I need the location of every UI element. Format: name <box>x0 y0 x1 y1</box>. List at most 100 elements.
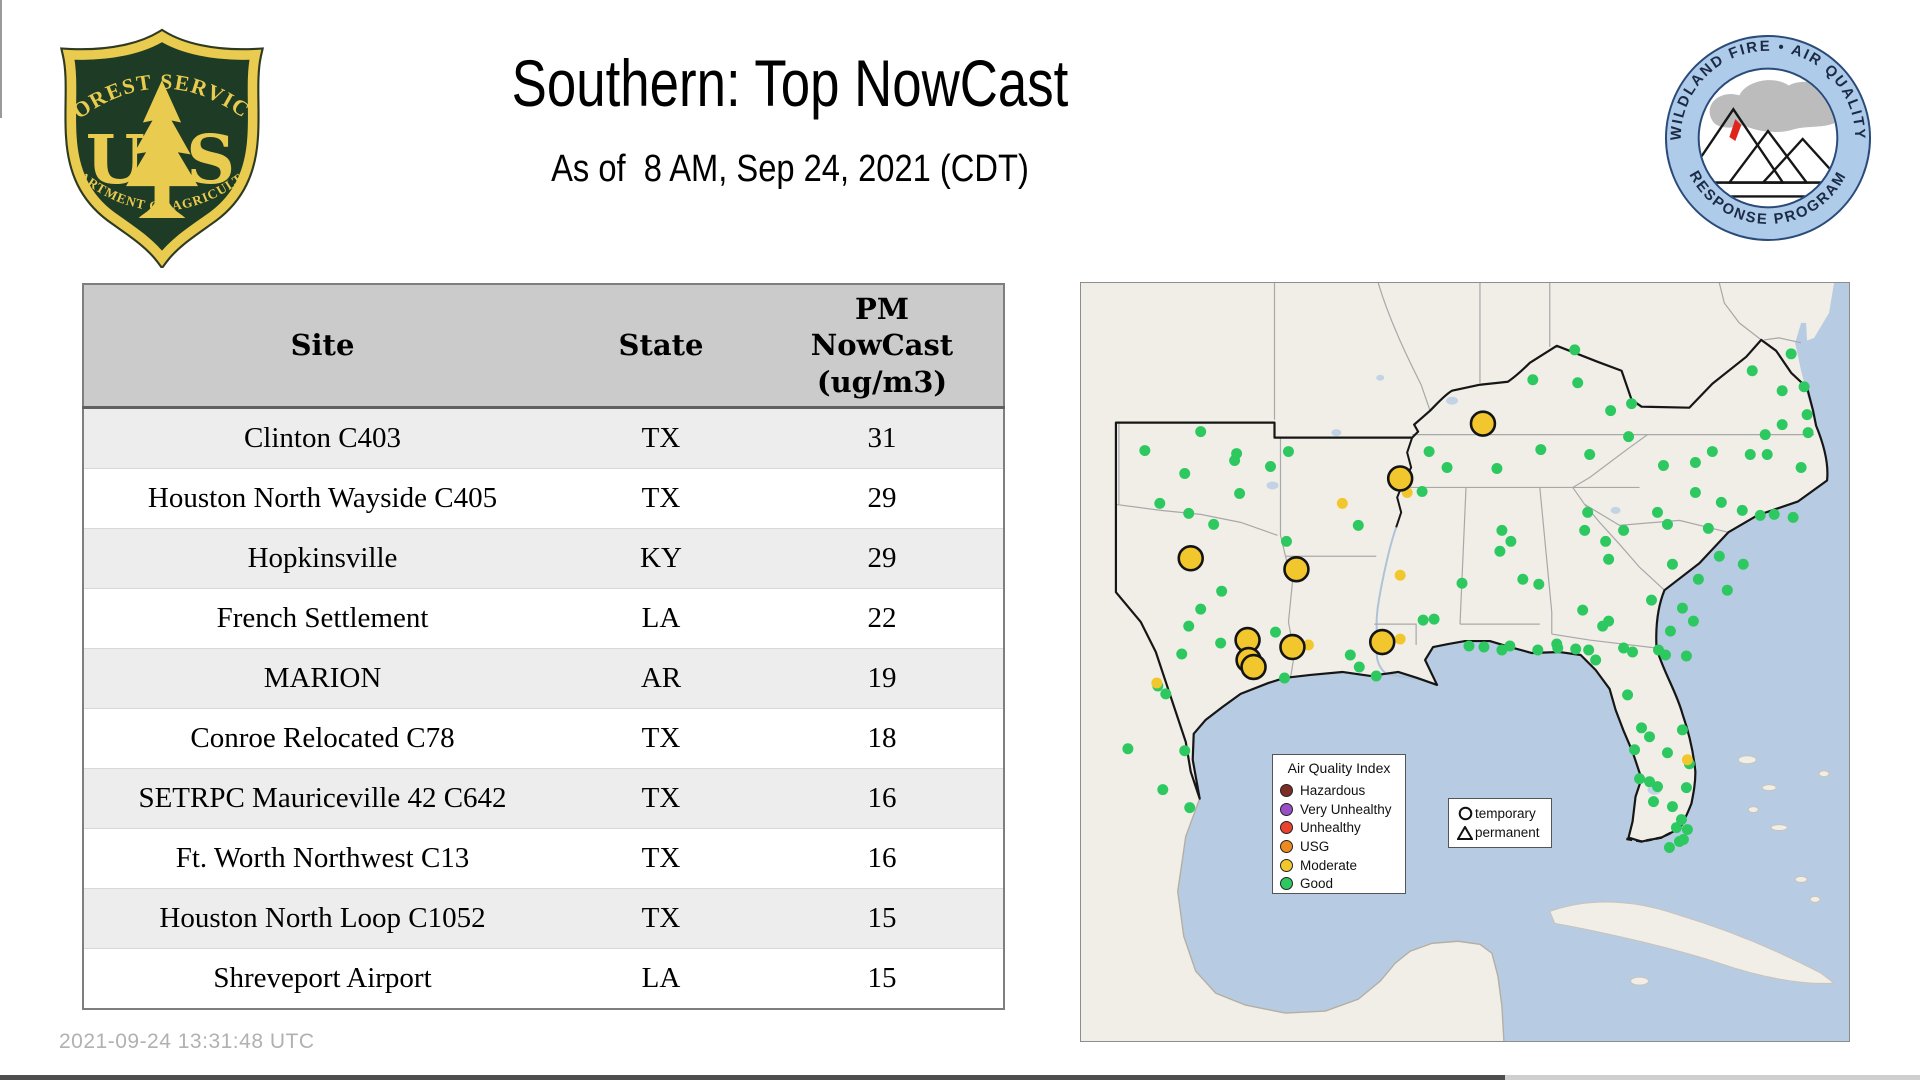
monitor-dot-good <box>1582 506 1594 518</box>
monitor-dot-moderate-temporary <box>1177 545 1204 572</box>
state-cell: KY <box>561 528 761 589</box>
monitor-dot-moderate-temporary <box>1386 465 1414 492</box>
monitor-dot-good <box>1504 640 1516 652</box>
site-cell: Ft. Worth Northwest C13 <box>83 828 561 889</box>
state-cell: TX <box>561 407 761 469</box>
monitor-dot-good <box>1661 747 1673 759</box>
site-cell: Shreveport Airport <box>83 948 561 1009</box>
monitor-dot-good <box>1801 409 1813 421</box>
state-cell: TX <box>561 888 761 949</box>
monitor-dot-good <box>1623 431 1635 443</box>
moderate-permanent-monitors-layer <box>1151 486 1693 766</box>
table-row: SETRPC Mauriceville 42 C642 TX 16 <box>83 768 1004 829</box>
site-cell: Conroe Relocated C78 <box>83 708 561 769</box>
pm-nowcast-column-header: PM NowCast (ug/m3) <box>761 284 1004 409</box>
table-row: Clinton C403 TX 31 <box>83 407 1004 469</box>
monitor-dot-good <box>1646 594 1657 606</box>
monitor-dot-good <box>1122 743 1134 755</box>
monitor-dot-good <box>1176 648 1188 660</box>
monitor-dot-good <box>1179 468 1191 479</box>
aqi-legend-label: Very Unhealthy <box>1300 801 1392 817</box>
monitor-dot-good <box>1160 688 1172 700</box>
aqi-legend-item: Hazardous <box>1280 781 1398 800</box>
pm-value-cell: 18 <box>761 708 1004 769</box>
aqi-color-dot-icon <box>1280 802 1293 816</box>
table-row: MARION AR 19 <box>83 648 1004 709</box>
marker-type-legend: temporary permanent <box>1448 798 1552 848</box>
aqi-legend-item: Very Unhealthy <box>1280 800 1398 819</box>
monitor-dot-good <box>1681 824 1693 836</box>
monitor-dot-good <box>1785 348 1797 360</box>
aqi-legend-label: USG <box>1300 838 1330 854</box>
monitor-dot-moderate-temporary <box>1279 633 1306 661</box>
top-nowcast-table: Site State PM NowCast (ug/m3) Clinton C4… <box>82 283 1005 1010</box>
monitor-dot-good <box>1208 518 1220 530</box>
monitor-dot-good <box>1664 625 1676 637</box>
monitor-dot-good <box>1478 641 1490 653</box>
pm-value-cell: 19 <box>761 648 1004 709</box>
monitor-dot-good <box>1626 398 1638 410</box>
monitor-dot-good <box>1680 650 1692 662</box>
pm-value-cell: 22 <box>761 588 1004 649</box>
horizontal-scrollbar[interactable] <box>0 1075 1920 1080</box>
monitor-dot-good <box>1670 822 1682 834</box>
monitor-dot-moderate-permanent <box>1681 754 1693 766</box>
monitor-dot-good <box>1713 550 1725 562</box>
monitor-dot-good <box>1663 842 1675 853</box>
monitor-dot-moderate-permanent <box>1394 569 1406 581</box>
aqi-legend-label: Hazardous <box>1300 782 1366 798</box>
monitor-dot-good <box>1577 604 1589 616</box>
monitor-dot-good <box>1552 642 1564 654</box>
pm-value-cell: 29 <box>761 528 1004 589</box>
monitor-dot-good <box>1754 509 1766 521</box>
monitor-dot-good <box>1344 649 1356 661</box>
monitor-dot-good <box>1689 457 1701 469</box>
aqi-color-dot-icon <box>1280 858 1293 872</box>
table-row: Ft. Worth Northwest C13 TX 16 <box>83 828 1004 889</box>
window-edge-artifact <box>0 0 2 118</box>
monitor-dot-good <box>1627 646 1639 658</box>
aqi-color-dot-icon <box>1280 839 1293 853</box>
state-cell: AR <box>561 648 761 709</box>
monitor-dot-good <box>1666 558 1678 570</box>
good-monitors-layer <box>1122 344 1814 853</box>
pm-value-cell: 16 <box>761 828 1004 889</box>
monitor-dot-good <box>1352 519 1364 531</box>
monitor-dot-good <box>1265 461 1276 473</box>
monitor-dot-good <box>1280 535 1292 547</box>
monitor-dot-good <box>1370 670 1382 682</box>
monitor-dot-moderate-permanent <box>1151 677 1163 689</box>
generated-timestamp: 2021-09-24 13:31:48 UTC <box>59 1030 315 1053</box>
monitor-dot-good <box>1184 802 1196 814</box>
monitor-dot-good <box>1505 535 1517 547</box>
monitor-dot-good <box>1737 558 1749 570</box>
monitor-dot-good <box>1179 745 1191 757</box>
aqi-legend-item: Moderate <box>1280 856 1398 875</box>
monitor-dot-good <box>1618 642 1630 654</box>
page-subtitle: As of 8 AM, Sep 24, 2021 (CDT) <box>551 148 1029 190</box>
monitor-dot-good <box>1597 620 1609 632</box>
monitor-dot-good <box>1456 577 1468 589</box>
mississippi-river <box>1375 527 1421 681</box>
state-cell: TX <box>561 468 761 529</box>
scrollbar-thumb[interactable] <box>0 1075 1505 1080</box>
table-row: Conroe Relocated C78 TX 18 <box>83 708 1004 769</box>
monitor-dot-moderate-permanent <box>1394 633 1406 645</box>
state-cell: TX <box>561 828 761 889</box>
monitor-dot-good <box>1644 731 1655 743</box>
pm-value-cell: 29 <box>761 468 1004 529</box>
usfs-pine-tree-icon <box>125 80 199 218</box>
land-mass <box>1081 283 1835 1041</box>
monitor-dot-good <box>1687 615 1699 627</box>
basemap <box>1081 283 1849 1041</box>
page-title: Southern: Top NowCast <box>511 46 1069 120</box>
monitor-dot-good <box>1154 497 1166 509</box>
monitor-dot-good <box>1282 446 1294 458</box>
site-cell: Clinton C403 <box>83 407 561 469</box>
monitor-dot-good <box>1676 602 1688 614</box>
pm-value-cell: 16 <box>761 768 1004 829</box>
state-column-header: State <box>561 284 761 409</box>
florida-keys <box>1624 827 1680 843</box>
monitor-dot-good <box>1183 507 1195 519</box>
monitor-dot-good <box>1428 613 1440 625</box>
